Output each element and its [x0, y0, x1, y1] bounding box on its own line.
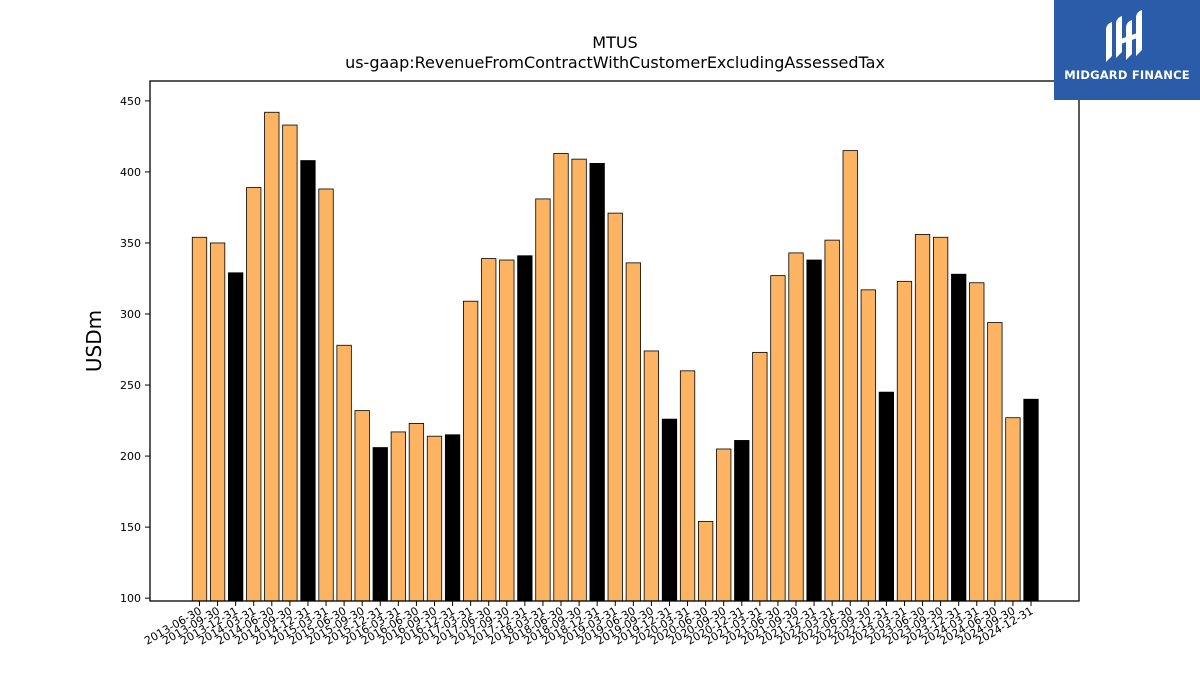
bar-2017-09-30	[499, 259, 515, 602]
bar-2018-09-30	[571, 158, 587, 602]
bar-2017-03-31	[463, 300, 479, 602]
bar-2020-06-30	[698, 521, 714, 602]
bar-2020-09-30	[716, 448, 732, 602]
bar-2024-09-30	[1005, 417, 1021, 602]
bar-2024-06-30	[987, 322, 1003, 602]
plot-frame	[149, 80, 1080, 602]
bar-2019-03-31	[607, 212, 623, 602]
bar-2024-03-31	[969, 282, 985, 602]
bar-2022-06-30	[842, 150, 858, 602]
bar-2021-09-30	[788, 252, 804, 602]
y-axis-ticks: 100 150 200 250 300 350 400 450	[120, 95, 150, 605]
y-tick-label: 350	[120, 237, 141, 250]
midgard-logo-icon	[1106, 10, 1142, 62]
bar-2019-09-30	[643, 350, 660, 602]
bar-2015-12-31	[372, 447, 388, 602]
bar-2015-09-30	[354, 410, 370, 602]
bar-2023-12-31	[951, 273, 967, 602]
y-tick-label: 150	[120, 521, 141, 534]
y-tick-label: 100	[120, 592, 141, 605]
bar-2015-06-30	[336, 344, 352, 602]
bar-2015-03-31	[318, 188, 334, 602]
x-axis-ticks: 2013-06-302013-09-302013-12-312014-03-31…	[142, 601, 1036, 648]
y-tick-label: 250	[120, 379, 141, 392]
bar-2023-03-31	[896, 280, 913, 602]
y-tick-label: 300	[120, 308, 141, 321]
bars-layer	[191, 111, 1039, 602]
bar-2018-06-30	[553, 153, 569, 602]
bar-2017-12-31	[517, 255, 533, 602]
logo-text: MIDGARD FINANCE	[1064, 68, 1190, 82]
company-logo: MIDGARD FINANCE	[1054, 0, 1200, 100]
bar-2013-12-31	[228, 272, 244, 602]
bar-2020-03-31	[679, 370, 696, 602]
bar-2014-09-30	[282, 124, 298, 602]
bar-2021-12-31	[806, 259, 822, 602]
bar-2019-06-30	[625, 262, 641, 602]
bar-2013-06-30	[191, 236, 208, 602]
bar-2016-12-31	[444, 434, 461, 602]
bar-2019-12-31	[661, 418, 678, 602]
bar-2022-12-31	[878, 391, 895, 602]
bar-2017-06-30	[481, 258, 497, 602]
y-tick-label: 200	[120, 450, 141, 463]
bar-2023-09-30	[932, 236, 949, 602]
bar-2018-12-31	[589, 162, 605, 602]
bar-2020-12-31	[734, 440, 750, 602]
bar-2014-06-30	[264, 111, 280, 602]
y-tick-label: 450	[120, 95, 141, 108]
bar-2022-09-30	[860, 289, 876, 602]
bar-2018-03-31	[535, 198, 551, 602]
bar-2016-06-30	[408, 422, 425, 602]
bar-2016-03-31	[390, 431, 406, 602]
chart-title: MTUS	[592, 33, 637, 52]
bar-2022-03-31	[824, 239, 840, 602]
bar-2014-12-31	[300, 160, 316, 602]
y-tick-label: 400	[120, 166, 141, 179]
bar-2024-12-31	[1023, 398, 1039, 602]
bar-2021-06-30	[770, 275, 786, 602]
bar-2021-03-31	[752, 351, 768, 602]
bar-2016-09-30	[426, 435, 443, 602]
bar-2013-09-30	[209, 242, 226, 602]
chart-subtitle: us-gaap:RevenueFromContractWithCustomerE…	[345, 53, 885, 72]
bar-2014-03-31	[246, 187, 262, 602]
y-axis-label: USDm	[82, 310, 106, 372]
bar-2023-06-30	[914, 234, 931, 602]
